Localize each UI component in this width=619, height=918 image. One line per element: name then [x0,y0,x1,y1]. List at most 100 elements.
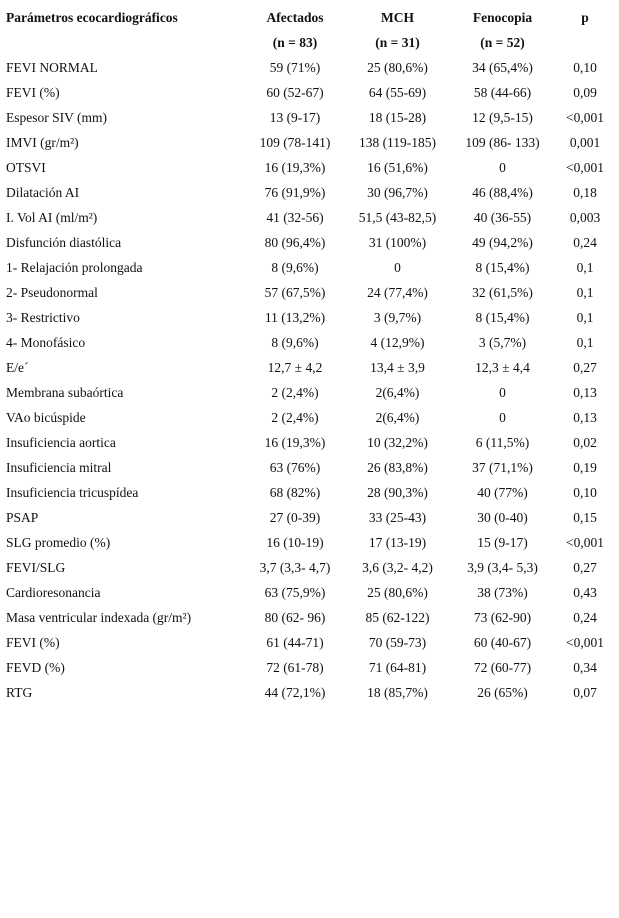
data-table: Parámetros ecocardiográficos Afectados M… [4,5,615,705]
table-cell: <0,001 [566,109,604,125]
table-cell: 3 (9,7%) [373,309,422,325]
row-label: Disfunción diastólica [6,234,122,250]
table-row: Membrana subaórtica 2 (2,4%) 2(6,4%) 0 0,13 [4,380,615,405]
table-cell: 0,18 [573,184,597,200]
table-row: PSAP 27 (0-39) 33 (25-43) 30 (0-40) 0,15 [4,505,615,530]
table-cell: 63 (76%) [269,459,321,475]
header-cell: Fenocopia [472,9,533,25]
table-cell: 109 (86- 133) [465,134,540,150]
table-cell: 32 (61,5%) [472,284,533,300]
row-label: 4- Monofásico [6,334,86,350]
table-cell: 0,43 [573,584,597,600]
row-label: SLG promedio (%) [6,534,111,550]
table-cell: 0,24 [573,234,597,250]
table-cell: 64 (55-69) [368,84,427,100]
table-cell: <0,001 [566,534,604,550]
table-row: 3- Restrictivo 11 (13,2%) 3 (9,7%) 8 (15,4%… [4,305,615,330]
header-row: Parámetros ecocardiográficos Afectados M… [4,5,615,30]
table-row: FEVI/SLG 3,7 (3,3- 4,7) 3,6 (3,2- 4,2) 3,9 … [4,555,615,580]
table-row: Dilatación AI 76 (91,9%) 30 (96,7%) 46 (88,… [4,180,615,205]
table-cell: 71 (64-81) [368,659,427,675]
row-label: Insuficiencia aortica [6,434,116,450]
row-label: 1- Relajación prolongada [6,259,143,275]
table-cell: 26 (65%) [477,684,528,700]
table-row: Cardioresonancia 63 (75,9%) 25 (80,6%) 38 (… [4,580,615,605]
table-row: 2- Pseudonormal 57 (67,5%) 24 (77,4%) 32 (6… [4,280,615,305]
table-cell: 58 (44-66) [473,84,532,100]
row-label: FEVI (%) [6,634,60,650]
table-cell: 18 (15-28) [368,109,427,125]
table-cell: 3,6 (3,2- 4,2) [362,559,433,575]
table-row: E/e´ 12,7 ± 4,2 13,4 ± 3,9 12,3 ± 4,4 0,27 [4,355,615,380]
table-cell: 28 (90,3%) [367,484,428,500]
table-cell: 85 (62-122) [365,609,430,625]
table-cell: 72 (61-78) [266,659,324,675]
header-cell: p [581,9,589,25]
header-cell: Parámetros ecocardiográficos [6,9,178,25]
row-label: 3- Restrictivo [6,309,80,325]
table-cell: 26 (83,8%) [367,459,428,475]
count-cell: (n = 83) [272,34,318,50]
table-cell: 0,001 [569,134,601,150]
table-cell: 0,10 [573,59,597,75]
table-cell: 0 [394,259,401,275]
table-cell: 24 (77,4%) [367,284,428,300]
table-cell: 73 (62-90) [473,609,532,625]
table-row: Insuficiencia mitral 63 (76%) 26 (83,8%) 37… [4,455,615,480]
row-label: FEVI (%) [6,84,60,100]
table-cell: <0,001 [566,634,604,650]
table-cell: 60 (52-67) [266,84,324,100]
table-cell: 41 (32-56) [266,209,324,225]
table-row: I. Vol AI (ml/m²) 41 (32-56) 51,5 (43-82,5… [4,205,615,230]
empty-cell [555,30,615,55]
count-cell: (n = 52) [480,34,525,50]
table-row: SLG promedio (%) 16 (10-19) 17 (13-19) 15 (… [4,530,615,555]
table-cell: 2(6,4%) [375,409,420,425]
table-cell: 0,13 [573,409,597,425]
table-cell: 2(6,4%) [375,384,420,400]
table-cell: 3 (5,7%) [478,334,527,350]
row-label: I. Vol AI (ml/m²) [6,209,98,225]
table-cell: 0,003 [569,209,601,225]
table-cell: 30 (0-40) [477,509,528,525]
table-row: OTSVI 16 (19,3%) 16 (51,6%) 0 <0,001 [4,155,615,180]
table-cell: 138 (119-185) [358,134,437,150]
table-cell: 0,19 [573,459,597,475]
table-cell: 76 (91,9%) [264,184,326,200]
row-label: Espesor SIV (mm) [6,109,107,125]
table-cell: 46 (88,4%) [472,184,533,200]
row-label: Dilatación AI [6,184,80,200]
table-cell: 15 (9-17) [477,534,528,550]
table-cell: 37 (71,1%) [472,459,533,475]
row-label: VAo bicúspide [6,409,86,425]
row-label: Insuficiencia mitral [6,459,112,475]
row-label: Membrana subaórtica [6,384,124,400]
table-cell: 0,27 [573,359,597,375]
row-label: OTSVI [6,159,46,175]
table-cell: 70 (59-73) [368,634,427,650]
table-cell: 61 (44-71) [266,634,324,650]
table-cell: 44 (72,1%) [264,684,326,700]
table-cell: 0,1 [576,309,594,325]
table-cell: 60 (40-67) [473,634,532,650]
table-row: 4- Monofásico 8 (9,6%) 4 (12,9%) 3 (5,7%) 0,… [4,330,615,355]
table-cell: 10 (32,2%) [367,434,428,450]
table-cell: 11 (13,2%) [264,309,326,325]
table-cell: 8 (15,4%) [475,309,530,325]
table-cell: 109 (78-141) [259,134,331,150]
count-row: (n = 83) (n = 31) (n = 52) [4,30,615,55]
table-cell: 0,1 [576,259,594,275]
table-cell: 8 (9,6%) [271,259,319,275]
table-row: FEVD (%) 72 (61-78) 71 (64-81) 72 (60-77) 0,… [4,655,615,680]
table-cell: 3,9 (3,4- 5,3) [467,559,538,575]
table-row: 1- Relajación prolongada 8 (9,6%) 0 8 (15,4… [4,255,615,280]
table-cell: 16 (51,6%) [367,159,428,175]
table-cell: 0 [499,384,506,400]
table-cell: 0 [499,159,506,175]
table-row: FEVI (%) 61 (44-71) 70 (59-73) 60 (40-67) <0… [4,630,615,655]
table-cell: 0,15 [573,509,597,525]
table-cell: 6 (11,5%) [475,434,530,450]
table-cell: 0,27 [573,559,597,575]
table-cell: 25 (80,6%) [367,584,428,600]
